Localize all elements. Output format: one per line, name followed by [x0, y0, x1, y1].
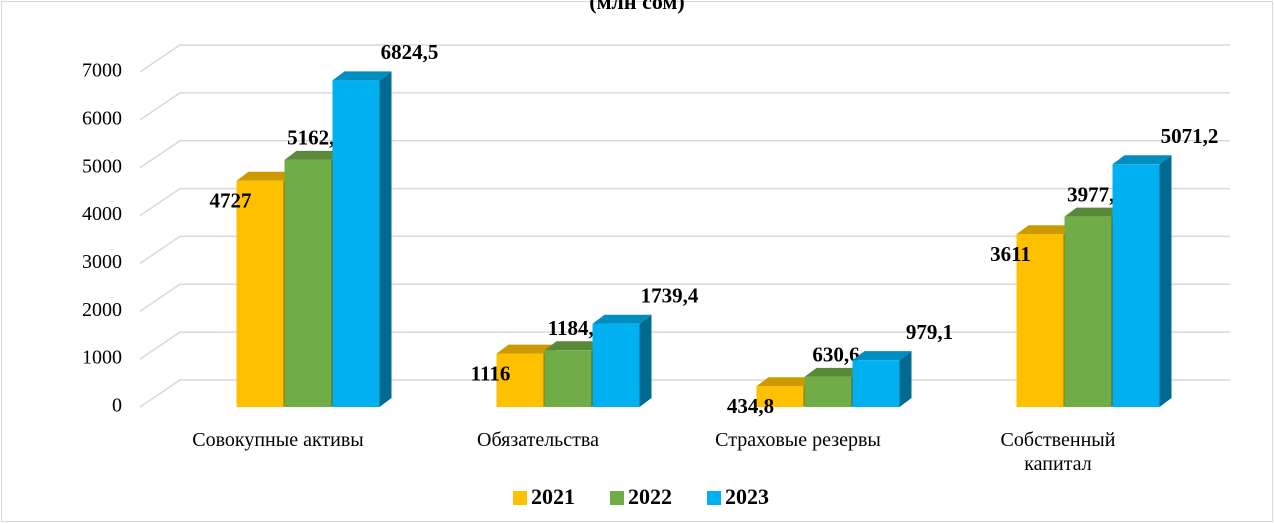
- chart-title: (млн сом): [589, 0, 685, 14]
- data-label: 4727: [210, 189, 252, 213]
- data-label: 6824,5: [381, 40, 439, 64]
- y-tick-label: 1000: [82, 347, 122, 369]
- bar: [1112, 164, 1160, 407]
- bar-top: [804, 367, 864, 377]
- x-tick-label: Обязательства: [477, 429, 599, 451]
- y-tick-label: 6000: [82, 107, 122, 129]
- data-label: 630,6: [812, 343, 859, 367]
- bar-side: [899, 351, 912, 407]
- grid-line: [139, 139, 1230, 169]
- grid-line: [139, 235, 1230, 265]
- bar: [496, 353, 544, 407]
- legend-label: 2021: [531, 484, 575, 509]
- legend-label: 2022: [628, 484, 672, 509]
- bar-side: [1159, 155, 1172, 407]
- bar-top: [332, 71, 392, 81]
- data-label: 5071,2: [1161, 124, 1219, 148]
- y-tick-label: 7000: [82, 60, 122, 82]
- bar: [332, 80, 380, 407]
- bar-top: [1112, 155, 1172, 165]
- bar: [544, 350, 592, 407]
- legend-swatch: [610, 491, 624, 505]
- bar: [852, 360, 900, 407]
- bar-top: [1064, 207, 1124, 217]
- legend-label: 2023: [725, 484, 769, 509]
- bar-top: [544, 341, 604, 351]
- y-tick-label: 5000: [82, 155, 122, 177]
- data-label: 1739,4: [641, 284, 699, 308]
- bar: [1064, 216, 1112, 407]
- bar-side: [379, 71, 392, 407]
- legend-swatch: [707, 491, 721, 505]
- data-label: 1116: [471, 361, 511, 385]
- x-tick-label: Совокупные активы: [192, 429, 364, 451]
- bar: [1016, 234, 1064, 407]
- bar-top: [1016, 225, 1076, 235]
- data-label: 979,1: [906, 320, 953, 344]
- legend-swatch: [513, 491, 527, 505]
- bar-top: [852, 351, 912, 361]
- grid-line: [139, 331, 1230, 360]
- y-tick-label: 2000: [82, 299, 122, 321]
- x-tick-label: Страховые резервы: [715, 429, 881, 451]
- bar: [592, 323, 640, 407]
- bar: [804, 376, 852, 407]
- bar: [284, 159, 332, 407]
- grid-line: [139, 44, 1230, 73]
- y-tick-label: 4000: [82, 203, 122, 225]
- y-tick-label: 3000: [82, 251, 122, 273]
- grid-line: [139, 187, 1230, 217]
- grid-line: [139, 283, 1230, 312]
- bar: [756, 386, 804, 407]
- bar-top: [592, 314, 652, 324]
- bar-top: [236, 171, 296, 181]
- y-tick-label: 0: [112, 395, 122, 417]
- bar-side: [639, 314, 652, 407]
- bar: [236, 180, 284, 407]
- bar-top: [756, 377, 816, 387]
- bar-top: [496, 344, 556, 354]
- data-label: 3611: [990, 242, 1031, 266]
- data-label: 434,8: [727, 394, 774, 418]
- bar-top: [284, 150, 344, 160]
- grid-line: [139, 92, 1230, 121]
- x-tick-label: Собственный капитал: [1000, 429, 1116, 475]
